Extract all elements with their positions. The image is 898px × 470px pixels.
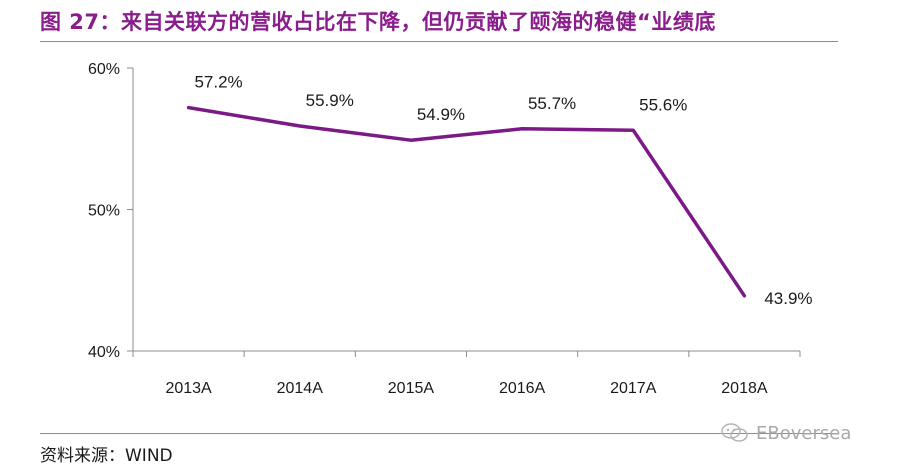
x-tick-label: 2014A [277, 380, 324, 397]
x-tick-label: 2016A [499, 380, 546, 397]
figure-title: 图 27：来自关联方的营收占比在下降，但仍贡献了颐海的稳健“业绩底 [40, 10, 716, 34]
source-divider [40, 433, 838, 434]
y-tick-label: 50% [88, 203, 120, 220]
data-label: 57.2% [194, 73, 242, 92]
data-label: 54.9% [417, 105, 465, 124]
data-label: 55.9% [306, 91, 354, 110]
title-divider [40, 41, 838, 42]
wechat-icon [721, 423, 748, 442]
x-tick-label: 2015A [388, 380, 435, 397]
watermark: EBoversea [720, 422, 851, 444]
y-tick-label: 60% [88, 61, 120, 78]
series-line [186, 105, 747, 298]
data-label: 43.9% [764, 289, 812, 308]
y-tick-label: 40% [88, 344, 120, 361]
data-label: 55.6% [639, 95, 687, 114]
x-tick-label: 2018A [721, 380, 768, 397]
x-tick-label: 2017A [610, 380, 657, 397]
watermark-text: EBoversea [756, 422, 852, 444]
x-tick-label: 2013A [165, 380, 212, 397]
source-note: 资料来源：WIND [40, 446, 173, 466]
data-label: 55.7% [528, 94, 576, 113]
